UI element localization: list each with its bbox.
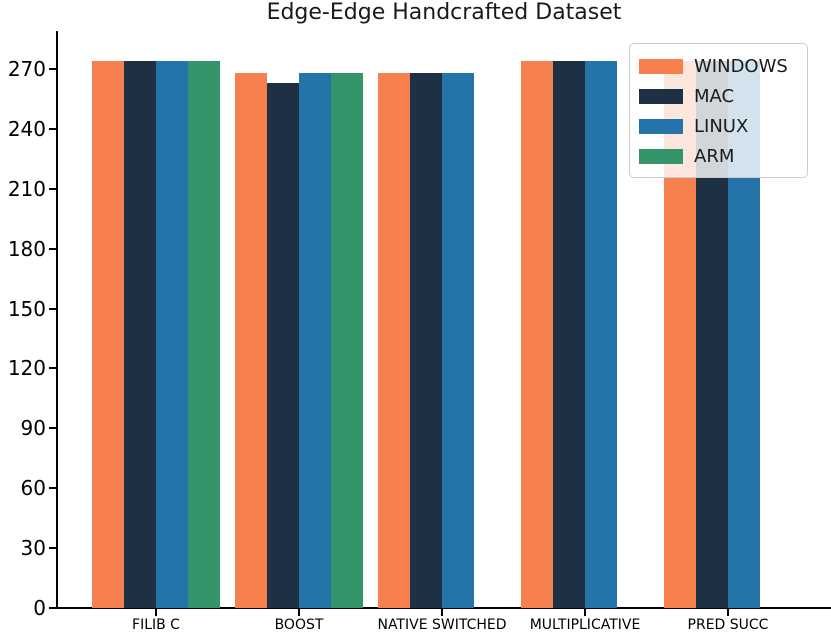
x-tick-mark: [584, 608, 586, 616]
y-tick-mark: [49, 367, 57, 370]
y-tick-mark: [49, 547, 57, 550]
y-tick-mark: [49, 127, 57, 130]
legend-label: WINDOWS: [694, 56, 788, 77]
legend-row-arm: ARM: [630, 142, 807, 172]
legend-row-linux: LINUX: [630, 112, 807, 142]
y-tick-mark: [49, 487, 57, 490]
y-tick-mark: [49, 67, 57, 70]
y-tick-label: 60: [20, 476, 46, 501]
x-tick-mark: [298, 608, 300, 616]
y-tick-label: 150: [7, 296, 46, 321]
y-tick-label: 0: [33, 596, 46, 620]
y-tick-label: 210: [7, 176, 46, 201]
y-tick-mark: [49, 607, 57, 609]
y-tick-label: 270: [7, 56, 46, 81]
bar-windows-3: [521, 60, 553, 608]
bar-linux-0: [156, 60, 188, 608]
y-tick-label: 120: [7, 356, 46, 381]
legend-swatch-linux: [639, 119, 683, 134]
bar-mac-1: [267, 82, 299, 608]
y-tick-label: 90: [20, 416, 46, 441]
x-tick-label: BOOST: [274, 617, 324, 633]
bar-arm-0: [188, 60, 220, 608]
bar-mac-3: [553, 60, 585, 608]
x-tick-label: PRED SUCC: [687, 617, 769, 633]
bar-windows-0: [92, 60, 124, 608]
y-tick-mark: [49, 427, 57, 430]
x-tick-label: FILIB C: [132, 617, 180, 633]
legend-label: MAC: [694, 86, 735, 107]
bar-windows-2: [378, 72, 410, 608]
x-tick-mark: [727, 608, 729, 616]
y-tick-label: 180: [7, 236, 46, 261]
bar-mac-2: [410, 72, 442, 608]
legend-label: LINUX: [694, 116, 749, 137]
legend-swatch-windows: [639, 59, 683, 74]
x-tick-label: MULTIPLICATIVE: [529, 617, 641, 633]
bar-windows-1: [235, 72, 267, 608]
y-tick-label: 240: [7, 116, 46, 141]
bar-mac-0: [124, 60, 156, 608]
legend-row-windows: WINDOWS: [630, 52, 807, 82]
bar-linux-1: [299, 72, 331, 608]
legend: WINDOWS MAC LINUX ARM: [629, 43, 808, 178]
y-tick-mark: [49, 307, 57, 310]
y-axis-spine: [56, 31, 58, 609]
legend-swatch-arm: [639, 149, 683, 164]
bar-arm-1: [331, 72, 363, 608]
chart-title: Edge-Edge Handcrafted Dataset: [266, 0, 622, 25]
legend-row-mac: MAC: [630, 82, 807, 112]
legend-label: ARM: [694, 146, 735, 167]
x-tick-mark: [441, 608, 443, 616]
y-tick-label: 30: [20, 536, 46, 561]
y-tick-mark: [49, 187, 57, 190]
bar-linux-2: [442, 72, 474, 608]
x-tick-mark: [155, 608, 157, 616]
legend-swatch-mac: [639, 89, 683, 104]
y-tick-mark: [49, 247, 57, 250]
x-axis-spine: [56, 607, 831, 609]
x-tick-label: NATIVE SWITCHED: [377, 617, 507, 633]
bar-linux-3: [585, 60, 617, 608]
